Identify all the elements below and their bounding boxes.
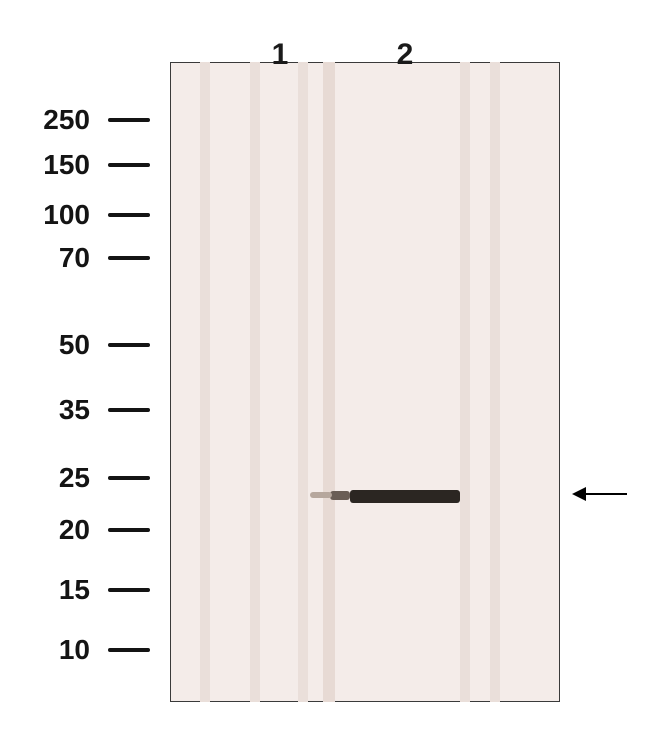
lane-streak xyxy=(250,62,260,702)
mw-label: 70 xyxy=(20,242,90,274)
mw-tick xyxy=(108,648,150,652)
mw-tick xyxy=(108,408,150,412)
mw-tick xyxy=(108,343,150,347)
blot-membrane xyxy=(170,62,560,702)
mw-label: 50 xyxy=(20,329,90,361)
mw-tick xyxy=(108,528,150,532)
lane-streak xyxy=(490,62,500,702)
figure-container: 1 2 250 150 100 70 50 35 25 20 15 10 xyxy=(0,0,650,732)
arrow-head-icon xyxy=(572,487,586,501)
mw-tick xyxy=(108,213,150,217)
protein-band xyxy=(330,491,350,500)
mw-tick xyxy=(108,588,150,592)
mw-label: 10 xyxy=(20,634,90,666)
mw-tick xyxy=(108,476,150,480)
mw-tick xyxy=(108,118,150,122)
lane-label: 2 xyxy=(397,38,414,72)
mw-label: 20 xyxy=(20,514,90,546)
mw-label: 150 xyxy=(20,149,90,181)
lane-streak xyxy=(298,62,308,702)
lane-streak xyxy=(200,62,210,702)
lane-streak xyxy=(323,62,335,702)
mw-label: 15 xyxy=(20,574,90,606)
mw-label: 100 xyxy=(20,199,90,231)
protein-band xyxy=(310,492,332,498)
lane-label: 1 xyxy=(272,38,289,72)
mw-tick xyxy=(108,163,150,167)
protein-band xyxy=(350,490,460,503)
mw-label: 250 xyxy=(20,104,90,136)
mw-label: 35 xyxy=(20,394,90,426)
lane-streak xyxy=(460,62,470,702)
arrow-shaft xyxy=(586,493,627,495)
mw-label: 25 xyxy=(20,462,90,494)
mw-tick xyxy=(108,256,150,260)
